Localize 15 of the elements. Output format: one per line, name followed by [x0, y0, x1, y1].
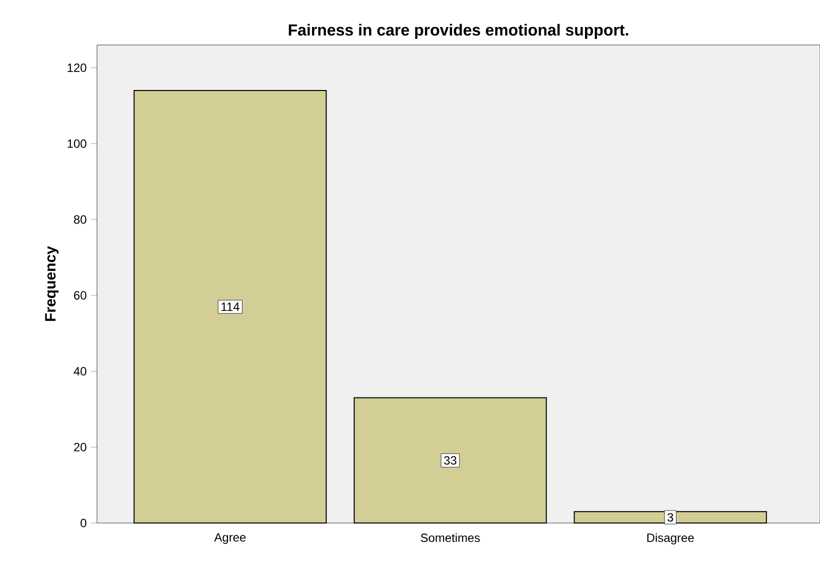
y-tick-label: 80	[74, 215, 86, 224]
x-tick-label: Sometimes	[420, 533, 480, 542]
x-tick-label: Agree	[214, 533, 246, 544]
x-tick-label: Disagree	[647, 533, 694, 544]
data-label: 33	[444, 456, 456, 465]
y-tick-label: 120	[68, 64, 86, 72]
data-label: 3	[667, 513, 674, 522]
y-axis-title: Frequency	[45, 246, 59, 321]
y-tick-label: 20	[74, 442, 86, 452]
data-label: 114	[222, 302, 240, 311]
y-tick-label: 100	[68, 139, 86, 148]
chart-title: Fairness in care provides emotional support.	[288, 24, 628, 39]
y-tick-label: 40	[74, 367, 86, 376]
y-tick-label: 0	[80, 518, 86, 528]
y-tick-label: 60	[74, 291, 86, 300]
